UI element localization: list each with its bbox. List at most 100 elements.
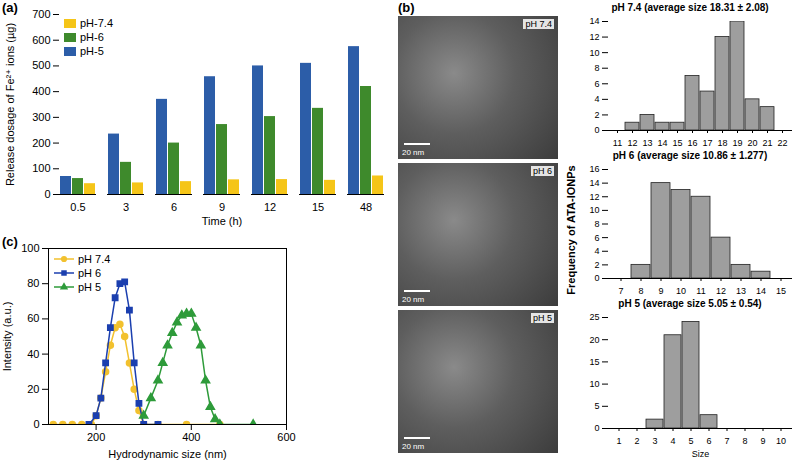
svg-text:600: 600	[32, 34, 50, 46]
svg-text:60: 60	[27, 312, 39, 324]
svg-text:0: 0	[594, 273, 599, 283]
html-text:pH-7.4: pH-7.4	[80, 17, 113, 29]
svg-text:15: 15	[312, 201, 324, 213]
svg-text:1: 1	[616, 436, 621, 446]
svg-text:500: 500	[32, 59, 50, 71]
svg-text:200: 200	[87, 431, 105, 443]
svg-text:0: 0	[44, 188, 50, 200]
html-text:pH 5: pH 5	[533, 313, 552, 323]
svg-text:20: 20	[747, 138, 757, 148]
svg-text:0.5: 0.5	[70, 201, 85, 213]
svg-text:0: 0	[594, 423, 599, 433]
svg-text:3: 3	[652, 436, 657, 446]
svg-text:100: 100	[21, 242, 39, 254]
html-text:pH 7.4: pH 7.4	[78, 253, 111, 265]
svg-text:14: 14	[589, 178, 599, 188]
svg-text:7: 7	[724, 436, 729, 446]
html-text:pH 6: pH 6	[78, 267, 102, 279]
svg-text:10: 10	[589, 205, 599, 215]
svg-text:13: 13	[642, 138, 652, 148]
svg-text:Size: Size	[692, 449, 710, 459]
svg-text:80: 80	[27, 277, 39, 289]
html-text:pH 7.4 (average size 18.31 ± 2: pH 7.4 (average size 18.31 ± 2.08)	[611, 2, 769, 13]
svg-text:200: 200	[32, 137, 50, 149]
svg-text:11: 11	[613, 138, 622, 148]
svg-text:2: 2	[594, 260, 599, 270]
html-text:(a): (a)	[2, 0, 18, 15]
svg-text:700: 700	[32, 8, 50, 20]
svg-text:3: 3	[123, 201, 129, 213]
svg-text:5: 5	[688, 436, 693, 446]
svg-text:16: 16	[687, 138, 697, 148]
svg-text:4: 4	[670, 436, 675, 446]
html-text:(c): (c)	[2, 234, 18, 249]
svg-text:2: 2	[594, 110, 599, 120]
svg-text:0: 0	[594, 125, 599, 135]
svg-text:Intensity (a.u.): Intensity (a.u.)	[1, 302, 13, 372]
html-text:pH 6: pH 6	[533, 166, 552, 176]
svg-text:9: 9	[760, 436, 765, 446]
svg-text:300: 300	[32, 111, 50, 123]
svg-text:9: 9	[658, 286, 663, 296]
svg-text:12: 12	[716, 286, 726, 296]
svg-text:0: 0	[33, 418, 39, 430]
svg-text:Release dosage of Fe²⁺ ions (µ: Release dosage of Fe²⁺ ions (µg)	[4, 23, 16, 186]
svg-text:40: 40	[27, 348, 39, 360]
svg-text:6: 6	[706, 436, 711, 446]
svg-text:14: 14	[589, 16, 599, 26]
html-text:pH-5: pH-5	[80, 45, 104, 57]
html-text:pH-6: pH-6	[80, 31, 104, 43]
svg-text:14: 14	[756, 286, 766, 296]
svg-text:18: 18	[717, 138, 727, 148]
svg-text:5: 5	[594, 401, 599, 411]
svg-text:100: 100	[32, 162, 50, 174]
svg-text:20: 20	[27, 383, 39, 395]
html-text:pH 7.4: pH 7.4	[525, 19, 552, 29]
svg-text:12: 12	[589, 192, 599, 202]
html-text:pH 5 (average size 5.05 ± 0.54: pH 5 (average size 5.05 ± 0.54)	[618, 298, 762, 309]
svg-text:10: 10	[676, 286, 686, 296]
svg-text:4: 4	[594, 94, 599, 104]
svg-text:15: 15	[589, 357, 599, 367]
svg-text:9: 9	[219, 201, 225, 213]
svg-text:19: 19	[732, 138, 742, 148]
svg-text:16: 16	[589, 164, 599, 174]
svg-text:400: 400	[32, 85, 50, 97]
svg-text:400: 400	[182, 431, 200, 443]
svg-text:10: 10	[776, 436, 786, 446]
svg-text:11: 11	[696, 286, 705, 296]
svg-text:20: 20	[589, 335, 599, 345]
html-text:Frequency of ATA-IONPs: Frequency of ATA-IONPs	[565, 165, 577, 295]
svg-text:6: 6	[171, 201, 177, 213]
svg-text:12: 12	[264, 201, 276, 213]
svg-text:8: 8	[594, 63, 599, 73]
svg-text:14: 14	[657, 138, 667, 148]
svg-text:22: 22	[777, 138, 787, 148]
svg-text:6: 6	[594, 79, 599, 89]
svg-text:Time (h): Time (h)	[202, 215, 243, 227]
html-text:pH 6 (average size 10.86 ± 1.2: pH 6 (average size 10.86 ± 1.277)	[612, 150, 768, 161]
svg-text:25: 25	[589, 312, 599, 322]
svg-text:12: 12	[589, 32, 599, 42]
svg-text:2: 2	[634, 436, 639, 446]
svg-text:8: 8	[638, 286, 643, 296]
svg-text:600: 600	[277, 431, 295, 443]
svg-text:6: 6	[594, 233, 599, 243]
svg-text:21: 21	[762, 138, 772, 148]
svg-text:4: 4	[594, 246, 599, 256]
html-text:pH 5: pH 5	[78, 281, 102, 293]
html-text:20 nm: 20 nm	[402, 148, 425, 157]
svg-text:7: 7	[618, 286, 623, 296]
svg-text:8: 8	[594, 219, 599, 229]
svg-text:10: 10	[589, 379, 599, 389]
svg-text:48: 48	[360, 201, 372, 213]
svg-text:15: 15	[776, 286, 786, 296]
svg-text:15: 15	[672, 138, 682, 148]
svg-text:10: 10	[589, 48, 599, 58]
svg-text:8: 8	[742, 436, 747, 446]
svg-text:Hydrodynamic size (nm): Hydrodynamic size (nm)	[108, 448, 227, 460]
svg-text:17: 17	[702, 138, 712, 148]
svg-text:13: 13	[736, 286, 746, 296]
html-text:(b): (b)	[398, 0, 415, 15]
svg-text:12: 12	[627, 138, 637, 148]
